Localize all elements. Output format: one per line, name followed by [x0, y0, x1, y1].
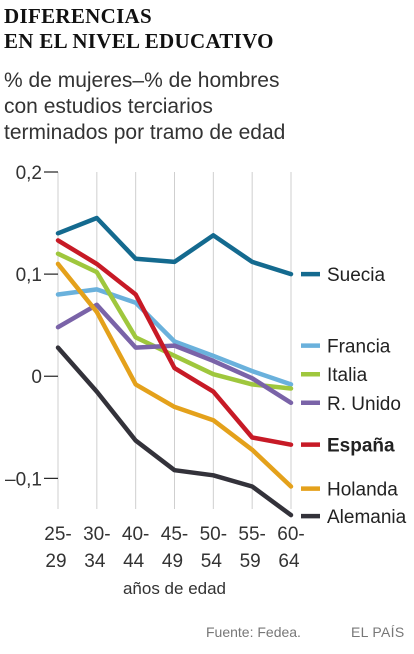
x-tick-label: 29	[45, 551, 66, 572]
x-tick-label: 40-	[122, 524, 149, 545]
series-line	[55, 261, 294, 489]
legend-label: España	[327, 436, 395, 457]
x-tick-label: 30-	[83, 524, 110, 545]
title-line-1: DIFERENCIAS	[4, 4, 152, 28]
x-tick-label: 34	[84, 551, 106, 572]
x-tick-label: 54	[201, 551, 223, 572]
subtitle-line-1: % de mujeres–% de hombres	[4, 69, 280, 92]
source-note: Fuente: Fedea.	[206, 624, 301, 640]
series-line	[55, 287, 294, 387]
publisher-brand: EL PAÍS	[351, 624, 405, 640]
y-tick-label: 0,2	[16, 163, 42, 184]
series-line	[55, 251, 294, 391]
subtitle-line-2: con estudios terciarios	[4, 95, 213, 118]
series-line	[55, 345, 294, 518]
y-tick-label: 0	[31, 367, 42, 388]
y-tick-label: 0,1	[16, 265, 42, 286]
x-tick-label: 49	[162, 551, 183, 572]
series-line	[55, 215, 294, 277]
subtitle-line-3: terminados por tramo de edad	[4, 121, 286, 144]
x-tick-label: 60-	[277, 524, 304, 545]
legend-label: R. Unido	[327, 394, 401, 415]
y-tick-label: –0,1	[5, 469, 42, 490]
x-tick-label: 25-	[44, 524, 71, 545]
series-line	[55, 302, 294, 406]
x-tick-label: 64	[278, 551, 300, 572]
legend-label: Suecia	[327, 265, 386, 286]
title-line-2: EN EL NIVEL EDUCATIVO	[4, 29, 274, 53]
x-tick-label: 50-	[200, 524, 227, 545]
legend-label: Holanda	[327, 480, 398, 501]
chart-title: DIFERENCIAS EN EL NIVEL EDUCATIVO	[4, 4, 404, 54]
legend-label: Italia	[327, 365, 368, 386]
legend-label: Alemania	[327, 507, 407, 528]
x-axis-title: años de edad	[123, 579, 226, 598]
x-tick-label: 59	[240, 551, 261, 572]
x-tick-label: 55-	[238, 524, 265, 545]
x-tick-label: 45-	[161, 524, 188, 545]
chart-subtitle: % de mujeres–% de hombres con estudios t…	[4, 68, 409, 146]
legend-label: Francia	[327, 337, 391, 358]
series-line	[55, 238, 294, 447]
x-tick-label: 44	[123, 551, 145, 572]
